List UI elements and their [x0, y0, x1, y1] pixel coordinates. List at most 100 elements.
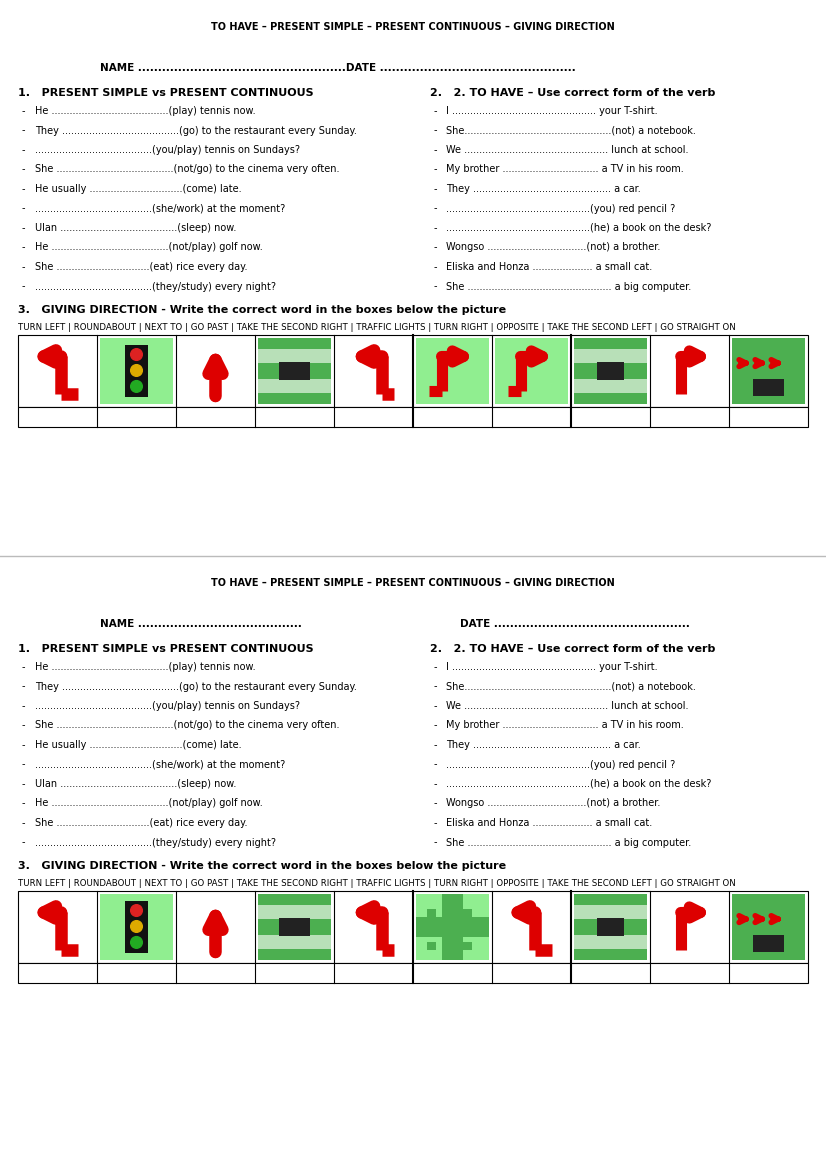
Text: -: -: [434, 184, 438, 194]
Text: -: -: [434, 662, 438, 672]
Text: -: -: [22, 106, 26, 116]
Text: 3.   GIVING DIRECTION - Write the correct word in the boxes below the picture: 3. GIVING DIRECTION - Write the correct …: [18, 862, 506, 871]
Bar: [179, 338, 252, 404]
Text: .......................................(they/study) every night?: .......................................(…: [35, 837, 276, 848]
Text: .......................................(she/work) at the moment?: .......................................(…: [35, 760, 285, 769]
Text: -: -: [22, 837, 26, 848]
Bar: [21, 338, 94, 404]
Text: She.................................................(not) a notebook.: She.....................................…: [446, 125, 695, 136]
Text: -: -: [22, 282, 26, 291]
Bar: [100, 338, 173, 404]
Bar: [125, 901, 148, 953]
Bar: [18, 407, 808, 427]
Text: -: -: [434, 282, 438, 291]
Text: TO HAVE – PRESENT SIMPLE – PRESENT CONTINUOUS – GIVING DIRECTION: TO HAVE – PRESENT SIMPLE – PRESENT CONTI…: [211, 577, 615, 588]
Bar: [258, 935, 331, 949]
Circle shape: [131, 365, 142, 376]
Bar: [258, 894, 331, 960]
Bar: [596, 919, 624, 935]
Bar: [416, 916, 489, 938]
Bar: [18, 963, 808, 983]
Bar: [427, 941, 435, 950]
Text: 1.   PRESENT SIMPLE vs PRESENT CONTINUOUS: 1. PRESENT SIMPLE vs PRESENT CONTINUOUS: [18, 88, 314, 98]
Bar: [596, 362, 624, 380]
Text: -: -: [434, 165, 438, 174]
Bar: [337, 338, 410, 404]
Bar: [463, 941, 472, 950]
Text: He .......................................(not/play) golf now.: He .....................................…: [35, 798, 263, 809]
Text: They .......................................(go) to the restaurant every Sunday.: They ...................................…: [35, 682, 357, 692]
Text: My brother ................................ a TV in his room.: My brother .............................…: [446, 720, 684, 731]
Text: -: -: [22, 184, 26, 194]
Bar: [732, 894, 805, 960]
Text: .......................................(you/play) tennis on Sundays?: .......................................(…: [35, 145, 300, 155]
Text: DATE .................................................: DATE ...................................…: [460, 620, 690, 629]
Text: They .......................................(go) to the restaurant every Sunday.: They ...................................…: [35, 125, 357, 136]
Bar: [732, 338, 805, 404]
Text: Ulan .......................................(sleep) now.: Ulan ...................................…: [35, 779, 236, 789]
Text: I ................................................ your T-shirt.: I ......................................…: [446, 662, 657, 672]
Text: She ...............................(eat) rice every day.: She ...............................(eat)…: [35, 818, 248, 828]
Text: She ................................................ a big computer.: She ....................................…: [446, 837, 691, 848]
Text: -: -: [22, 242, 26, 253]
Text: TURN LEFT | ROUNDABOUT | NEXT TO | GO PAST | TAKE THE SECOND RIGHT | TRAFFIC LIG: TURN LEFT | ROUNDABOUT | NEXT TO | GO PA…: [18, 323, 736, 332]
Text: Eliska and Honza .................... a small cat.: Eliska and Honza .................... a …: [446, 818, 653, 828]
Bar: [258, 338, 331, 404]
Bar: [179, 894, 252, 960]
Bar: [21, 894, 94, 960]
Text: -: -: [22, 145, 26, 155]
Bar: [653, 894, 726, 960]
Text: -: -: [22, 662, 26, 672]
Text: He usually ...............................(come) late.: He usually .............................…: [35, 184, 242, 194]
Text: -: -: [22, 125, 26, 136]
Bar: [279, 361, 310, 380]
Text: He .......................................(play) tennis now.: He .....................................…: [35, 106, 255, 116]
Text: Ulan .......................................(sleep) now.: Ulan ...................................…: [35, 223, 236, 233]
Text: -: -: [434, 818, 438, 828]
Text: -: -: [22, 165, 26, 174]
Circle shape: [131, 921, 142, 933]
Bar: [574, 935, 647, 949]
Bar: [416, 338, 489, 404]
Circle shape: [131, 936, 142, 948]
Text: -: -: [22, 779, 26, 789]
Bar: [416, 894, 489, 960]
Text: -: -: [434, 798, 438, 809]
Text: We ................................................ lunch at school.: We .....................................…: [446, 145, 689, 155]
Text: She .......................................(not/go) to the cinema very often.: She ....................................…: [35, 165, 339, 174]
Bar: [574, 348, 647, 364]
Text: -: -: [434, 837, 438, 848]
Bar: [753, 379, 784, 396]
Text: He usually ...............................(come) late.: He usually .............................…: [35, 740, 242, 750]
Text: 2.   2. TO HAVE – Use correct form of the verb: 2. 2. TO HAVE – Use correct form of the …: [430, 88, 715, 98]
Text: -: -: [434, 106, 438, 116]
Bar: [258, 905, 331, 919]
Text: Wongso .................................(not) a brother.: Wongso .................................…: [446, 798, 660, 809]
Text: -: -: [434, 242, 438, 253]
Text: NAME .........................................: NAME ...................................…: [100, 620, 301, 629]
Bar: [125, 345, 148, 396]
Circle shape: [131, 348, 142, 360]
Text: She ...............................(eat) rice every day.: She ...............................(eat)…: [35, 262, 248, 272]
Text: 3.   GIVING DIRECTION - Write the correct word in the boxes below the picture: 3. GIVING DIRECTION - Write the correct …: [18, 305, 506, 314]
Text: He .......................................(not/play) golf now.: He .....................................…: [35, 242, 263, 253]
Text: -: -: [22, 760, 26, 769]
Text: -: -: [434, 203, 438, 214]
Text: 2.   2. TO HAVE – Use correct form of the verb: 2. 2. TO HAVE – Use correct form of the …: [430, 644, 715, 653]
Bar: [18, 891, 808, 963]
Text: -: -: [22, 701, 26, 711]
Text: -: -: [434, 682, 438, 692]
Text: .......................................(they/study) every night?: .......................................(…: [35, 282, 276, 291]
Bar: [753, 935, 784, 952]
Text: .......................................(you/play) tennis on Sundays?: .......................................(…: [35, 701, 300, 711]
Bar: [258, 379, 331, 394]
Text: -: -: [434, 720, 438, 731]
Text: -: -: [22, 223, 26, 233]
Text: -: -: [434, 262, 438, 272]
Bar: [653, 338, 726, 404]
Text: -: -: [434, 223, 438, 233]
Text: -: -: [22, 203, 26, 214]
Text: -: -: [22, 740, 26, 750]
Text: She ................................................ a big computer.: She ....................................…: [446, 282, 691, 291]
Text: They .............................................. a car.: They ...................................…: [446, 740, 641, 750]
